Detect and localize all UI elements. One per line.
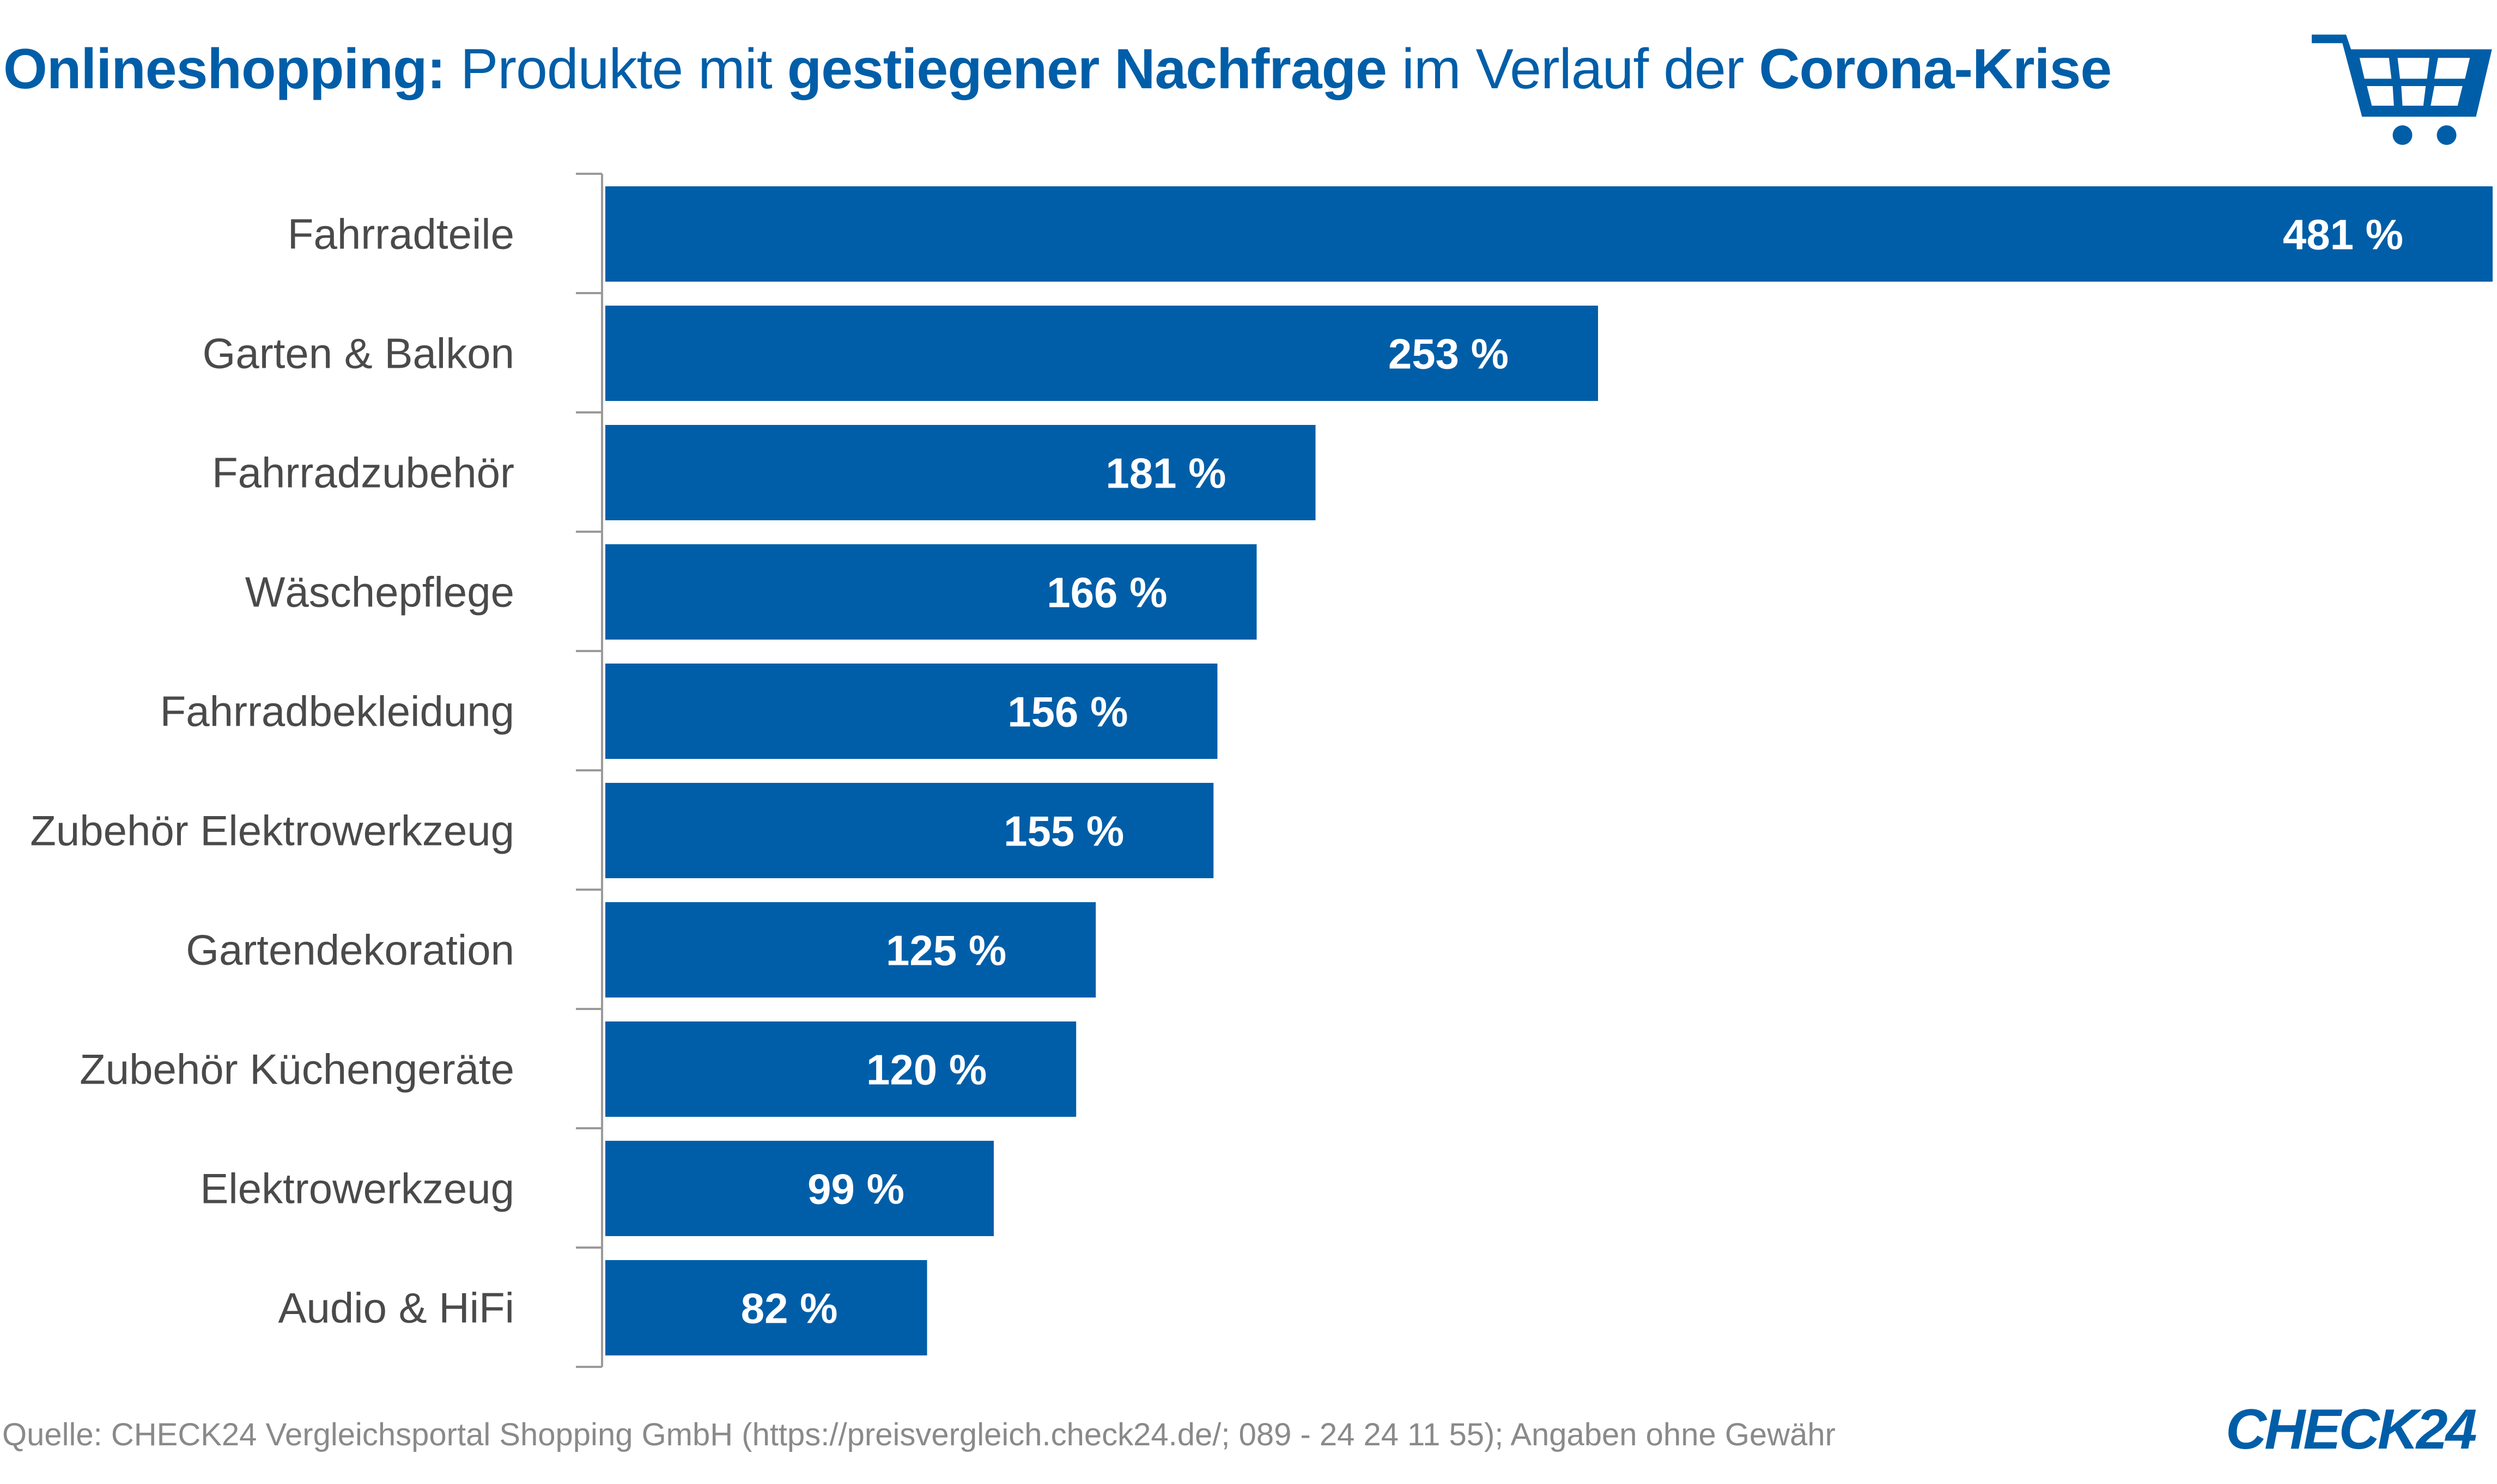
value-label: 120 % bbox=[866, 1046, 987, 1094]
bar-6 bbox=[605, 902, 1096, 998]
bar-4 bbox=[605, 664, 1218, 759]
category-label: Zubehör Elektrowerkzeug bbox=[30, 807, 514, 855]
category-label: Fahrradteile bbox=[288, 210, 514, 258]
bar-8 bbox=[605, 1141, 994, 1236]
title-part-5: Corona-Krise bbox=[1759, 38, 2112, 101]
bar-0 bbox=[605, 186, 2493, 282]
bar-1 bbox=[605, 306, 1599, 401]
value-label: 181 % bbox=[1105, 449, 1226, 497]
title-part-2: Produkte mit bbox=[445, 38, 787, 101]
value-label: 82 % bbox=[741, 1285, 838, 1333]
bar-7 bbox=[605, 1021, 1077, 1117]
value-label: 253 % bbox=[1388, 330, 1509, 378]
title-part-1: Onlineshopping: bbox=[3, 38, 446, 101]
category-label: Elektrowerkzeug bbox=[200, 1165, 514, 1213]
bar-3 bbox=[605, 544, 1257, 640]
check24-logo: CHECK24 bbox=[2226, 1398, 2477, 1461]
bar-2 bbox=[605, 425, 1316, 520]
bar-9 bbox=[605, 1260, 927, 1355]
value-label: 156 % bbox=[1007, 688, 1128, 736]
category-label: Wäschepflege bbox=[245, 568, 514, 616]
value-label: 99 % bbox=[807, 1165, 904, 1213]
shopping-cart-icon bbox=[2312, 34, 2492, 145]
category-label: Garten & Balkon bbox=[203, 330, 514, 378]
title-part-3: gestiegener Nachfrage bbox=[787, 38, 1387, 101]
value-label: 166 % bbox=[1047, 569, 1167, 617]
category-label: Zubehör Küchengeräte bbox=[80, 1045, 514, 1093]
chart-title: Onlineshopping: Produkte mit gestiegener… bbox=[3, 37, 2112, 102]
category-label: Fahrradzubehör bbox=[212, 449, 514, 497]
category-label: Fahrradbekleidung bbox=[160, 688, 514, 735]
value-label: 481 % bbox=[2283, 211, 2403, 259]
source-note: Quelle: CHECK24 Vergleichsportal Shoppin… bbox=[2, 1417, 1836, 1452]
title-part-4: im Verlauf der bbox=[1387, 38, 1759, 101]
bar-5 bbox=[605, 783, 1214, 878]
value-label: 155 % bbox=[1004, 807, 1124, 855]
category-label: Gartendekoration bbox=[186, 926, 514, 974]
value-label: 125 % bbox=[886, 927, 1006, 975]
category-label: Audio & HiFi bbox=[278, 1284, 515, 1332]
